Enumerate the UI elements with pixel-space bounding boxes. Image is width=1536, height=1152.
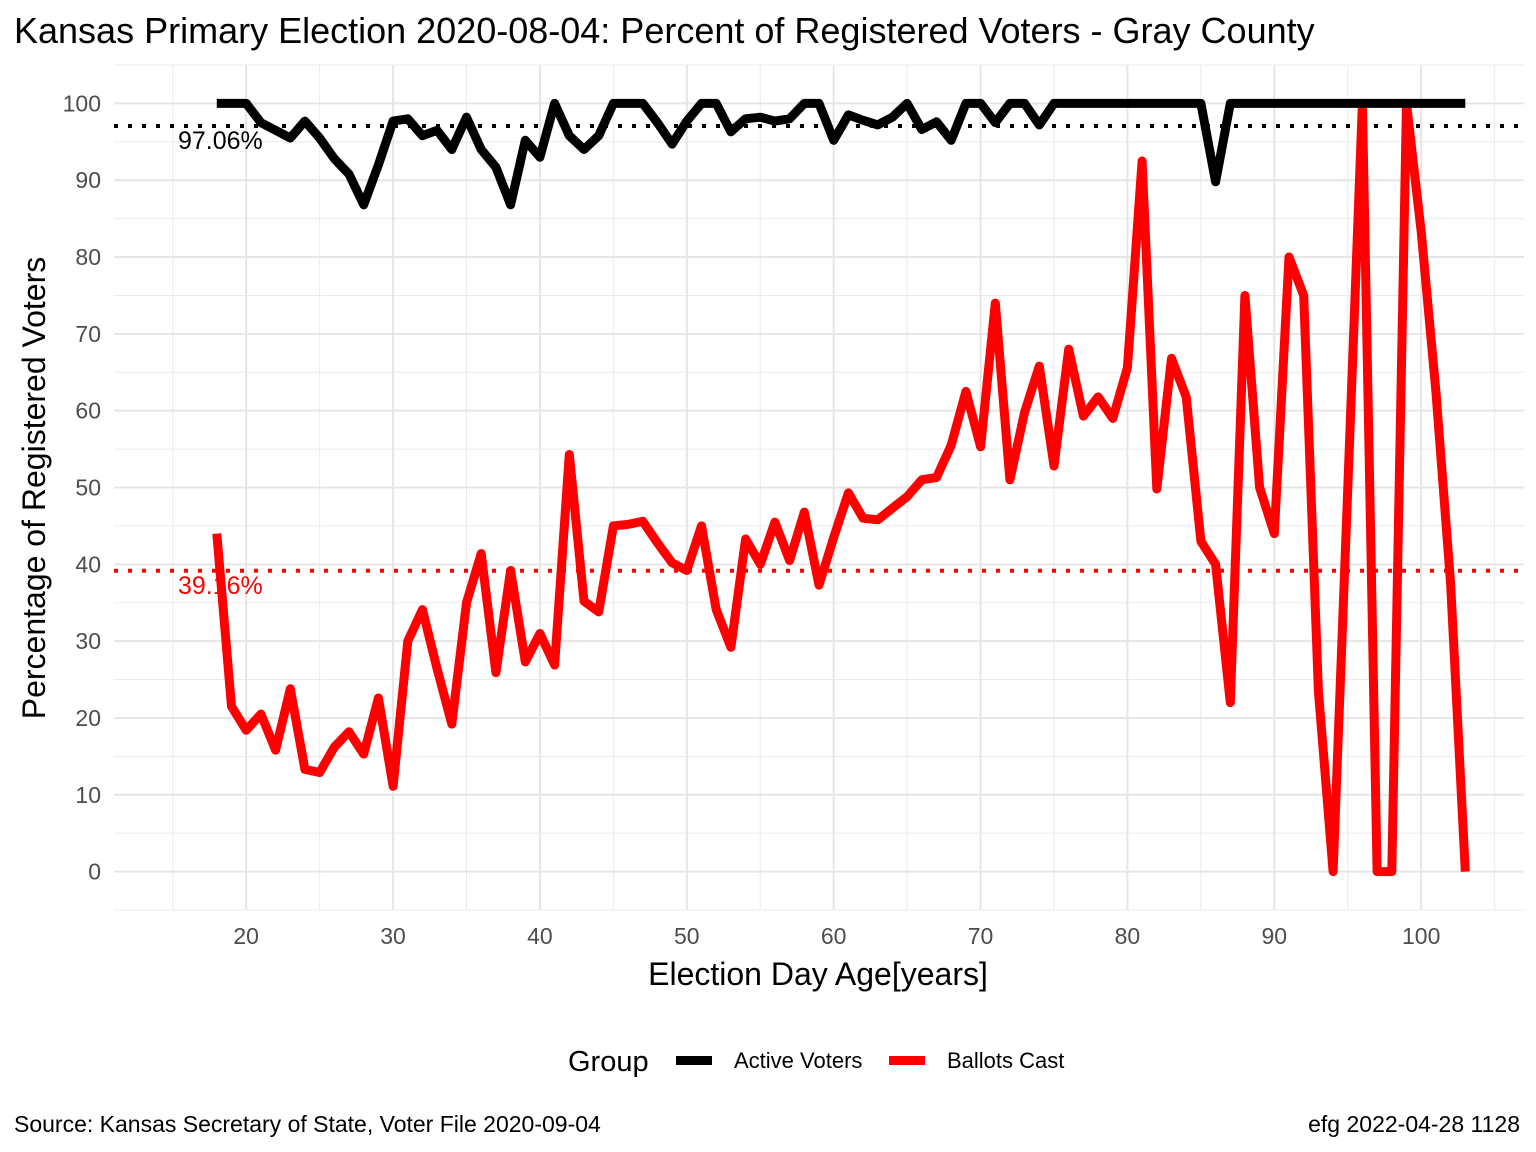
x-tick-label: 40: [527, 923, 553, 949]
legend-title: Group: [568, 1046, 649, 1078]
y-tick-label: 100: [63, 90, 101, 116]
y-tick-label: 50: [75, 475, 101, 501]
x-tick-label: 30: [380, 923, 406, 949]
x-tick-label: 100: [1402, 923, 1440, 949]
x-tick-label: 60: [821, 923, 847, 949]
legend-label-ballots-cast: Ballots Cast: [947, 1048, 1064, 1073]
legend-swatch-ballots-cast: [889, 1056, 925, 1065]
x-tick-label: 50: [674, 923, 700, 949]
y-tick-label: 80: [75, 244, 101, 270]
reference-labels: 97.06% 39.16%: [178, 127, 263, 600]
reference-label-active-voters: 97.06%: [178, 127, 263, 155]
reference-label-ballots-cast: 39.16%: [178, 572, 263, 600]
y-tick-label: 20: [75, 705, 101, 731]
legend: Group Active Voters Ballots Cast: [568, 1046, 1064, 1078]
chart-title: Kansas Primary Election 2020-08-04: Perc…: [14, 10, 1315, 51]
y-tick-label: 60: [75, 398, 101, 424]
signature-caption: efg 2022-04-28 1128: [1308, 1111, 1520, 1137]
source-caption: Source: Kansas Secretary of State, Voter…: [14, 1111, 601, 1137]
y-axis-title: Percentage of Registered Voters: [16, 257, 52, 720]
x-tick-label: 20: [233, 923, 259, 949]
x-tick-label: 90: [1262, 923, 1288, 949]
y-tick-label: 30: [75, 628, 101, 654]
y-tick-label: 70: [75, 321, 101, 347]
series-line-ballots-cast: [212, 98, 1470, 877]
x-axis-ticks: 20 30 40 50 60 70 80 90 100: [233, 923, 1440, 949]
y-tick-label: 90: [75, 167, 101, 193]
y-axis-ticks: 0 10 20 30 40 50 60 70 80 90 100: [63, 90, 101, 884]
y-tick-label: 10: [75, 782, 101, 808]
y-tick-label: 40: [75, 551, 101, 577]
x-axis-title: Election Day Age[years]: [648, 956, 988, 992]
y-tick-label: 0: [88, 859, 101, 885]
legend-label-active-voters: Active Voters: [734, 1048, 862, 1073]
legend-swatch-active-voters: [676, 1056, 712, 1065]
series-line-active-voters: [216, 98, 1466, 210]
series-lines: [212, 98, 1470, 877]
x-tick-label: 80: [1115, 923, 1141, 949]
x-tick-label: 70: [968, 923, 994, 949]
